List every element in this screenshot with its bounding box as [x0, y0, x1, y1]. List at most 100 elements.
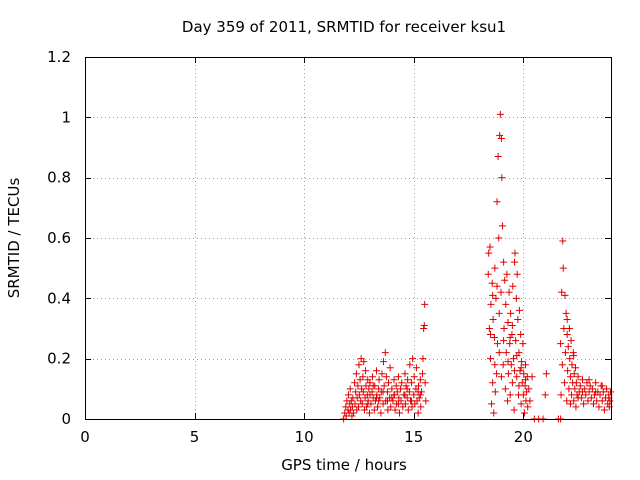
data-point [349, 409, 357, 417]
data-point [398, 379, 406, 387]
data-point [509, 355, 517, 363]
data-point [401, 391, 409, 399]
data-point [520, 370, 528, 378]
data-point [357, 397, 365, 405]
data-point [511, 249, 519, 257]
y-tick-label: 0.4 [47, 289, 71, 307]
data-point [528, 373, 536, 381]
data-point [387, 403, 395, 411]
data-point [392, 382, 400, 390]
data-point [396, 409, 404, 417]
data-point [415, 382, 423, 390]
data-point [355, 391, 363, 399]
data-point [494, 153, 502, 161]
data-point [355, 361, 363, 369]
data-point [513, 270, 521, 278]
data-point [522, 361, 530, 369]
data-point [403, 385, 411, 393]
data-point [507, 309, 515, 317]
data-point [497, 134, 505, 142]
data-point [504, 318, 512, 326]
data-point [402, 382, 410, 390]
data-point [355, 403, 363, 411]
data-point [410, 373, 418, 381]
data-point [404, 376, 412, 384]
data-point [394, 373, 402, 381]
data-point [561, 379, 569, 387]
data-point [351, 379, 359, 387]
y-tick-label: 0.2 [47, 350, 71, 368]
data-point [388, 385, 396, 393]
data-point [353, 406, 361, 414]
data-point [572, 403, 580, 411]
data-point [416, 376, 424, 384]
data-point [607, 388, 615, 396]
data-point [347, 397, 355, 405]
data-point [499, 222, 507, 230]
data-point [499, 361, 507, 369]
data-point [390, 376, 398, 384]
y-tick-label: 0.8 [47, 169, 71, 187]
data-point [606, 397, 614, 405]
data-point [506, 334, 514, 342]
data-point [507, 361, 515, 369]
data-point [505, 288, 513, 296]
data-point [485, 325, 493, 332]
data-point [559, 264, 567, 272]
data-point [517, 364, 525, 372]
data-point [408, 397, 416, 405]
data-point [574, 373, 582, 381]
data-point [570, 352, 578, 360]
plot-frame [85, 57, 612, 420]
y-tick-label: 1 [61, 108, 71, 126]
data-point [562, 309, 570, 317]
data-point [592, 388, 600, 396]
data-point [419, 355, 427, 363]
data-point [393, 388, 401, 396]
data-point [498, 174, 506, 182]
data-point [372, 394, 380, 402]
data-point [512, 337, 520, 345]
data-point [401, 370, 409, 378]
data-point [486, 355, 494, 363]
data-point [420, 321, 428, 329]
data-point [508, 321, 516, 329]
data-point [372, 367, 380, 375]
data-point [394, 400, 402, 408]
data-point [354, 382, 362, 390]
data-point [502, 300, 510, 308]
data-point [566, 400, 574, 408]
data-point [404, 406, 412, 414]
data-point [360, 358, 368, 366]
data-point [584, 397, 592, 405]
data-point [352, 388, 360, 396]
data-point [509, 282, 517, 290]
data-point [495, 349, 503, 357]
data-point [384, 406, 392, 414]
data-point [598, 382, 606, 390]
data-point [497, 288, 505, 296]
data-point [486, 243, 494, 251]
data-point [489, 379, 497, 387]
data-point [566, 373, 574, 381]
data-point [513, 352, 521, 360]
data-point [515, 382, 523, 390]
data-point [497, 373, 505, 381]
data-point [421, 300, 429, 308]
data-point [487, 300, 495, 308]
data-point [513, 373, 521, 381]
data-point [351, 400, 359, 408]
data-point [567, 337, 575, 345]
data-point [496, 110, 504, 118]
data-point [511, 258, 519, 266]
data-point [565, 385, 573, 393]
data-point [419, 370, 427, 378]
data-point [500, 337, 508, 345]
data-point [500, 325, 508, 332]
data-point [511, 367, 519, 375]
x-tick-label: 5 [190, 428, 200, 446]
data-point [518, 358, 526, 366]
y-tick-labels: 0 0.2 0.4 0.6 0.8 1 1.2 [47, 48, 71, 428]
data-point [390, 391, 398, 399]
data-point [596, 391, 604, 399]
